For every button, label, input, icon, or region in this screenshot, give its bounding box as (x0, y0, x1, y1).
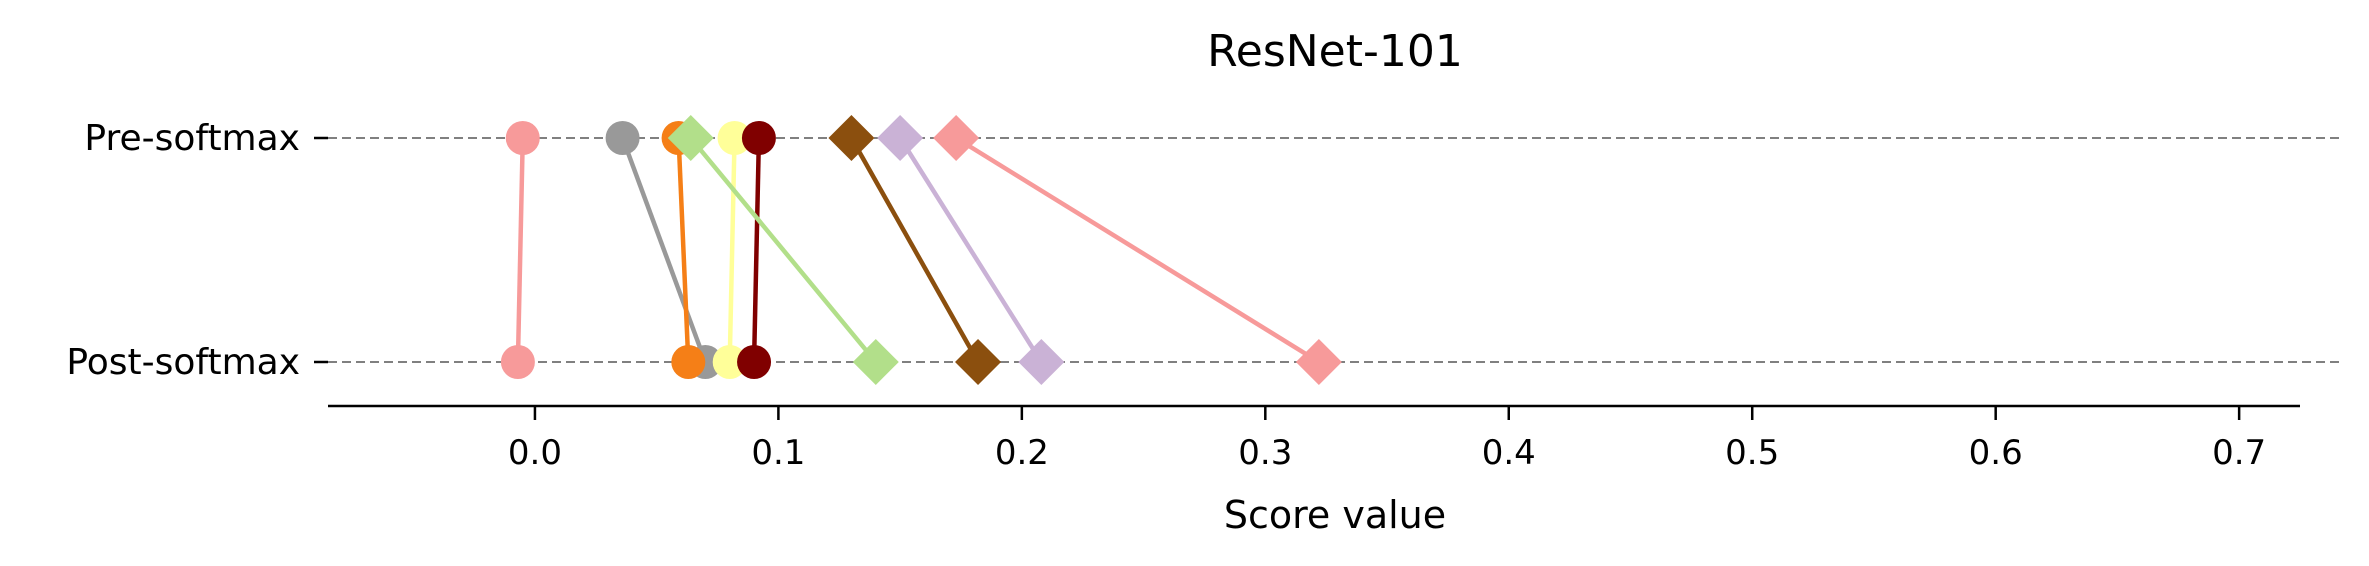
post-softmax-point-0 (500, 345, 535, 379)
post-softmax-point-6 (955, 339, 1002, 385)
x-tick-label: 0.7 (2212, 433, 2266, 473)
x-tick-label: 0.5 (1725, 433, 1779, 473)
pre-softmax-point-0 (505, 121, 540, 155)
connector-line-8 (954, 136, 1321, 364)
pre-softmax-point-7 (877, 115, 924, 161)
gridlines (314, 136, 2340, 364)
x-axis-ticks: 0.0 0.1 0.2 0.3 0.4 0.5 0.6 0.7 (508, 406, 2266, 473)
post-softmax-point-3 (712, 345, 747, 379)
y-axis-labels: Pre-softmax Post-softmax (66, 118, 300, 383)
x-tick-label: 0.1 (751, 433, 805, 473)
connector-line-5 (689, 136, 878, 364)
x-tick-label: 0.4 (1482, 433, 1536, 473)
x-tick-label: 0.2 (995, 433, 1049, 473)
chart-title: ResNet-101 (1207, 26, 1463, 77)
connector-line-6 (849, 136, 980, 364)
post-softmax-point-2 (671, 345, 706, 379)
y-tick-label: Pre-softmax (84, 118, 300, 159)
post-softmax-point-5 (852, 339, 899, 385)
markers (500, 115, 1342, 385)
connector-line-0 (515, 137, 526, 363)
post-softmax-point-7 (1018, 339, 1065, 385)
pre-softmax-point-5 (667, 115, 714, 161)
x-tick-label: 0.3 (1238, 433, 1292, 473)
y-tick-label: Post-softmax (66, 342, 300, 383)
pre-softmax-point-8 (933, 115, 980, 161)
connector-line-2 (676, 137, 691, 363)
post-softmax-point-8 (1295, 339, 1342, 385)
connector-line-4 (751, 137, 762, 363)
post-softmax-point-4 (737, 345, 772, 379)
pre-softmax-point-4 (741, 121, 776, 155)
pre-softmax-point-1 (605, 121, 640, 155)
x-tick-label: 0.0 (508, 433, 562, 473)
pre-softmax-point-6 (828, 115, 875, 161)
connector-lines (515, 136, 1321, 364)
connector-line-1 (620, 137, 708, 363)
pre-softmax-point-3 (717, 121, 752, 155)
connector-line-3 (727, 137, 737, 363)
x-tick-label: 0.6 (1969, 433, 2023, 473)
connector-line-7 (898, 136, 1044, 364)
x-axis-label: Score value (1224, 493, 1446, 537)
